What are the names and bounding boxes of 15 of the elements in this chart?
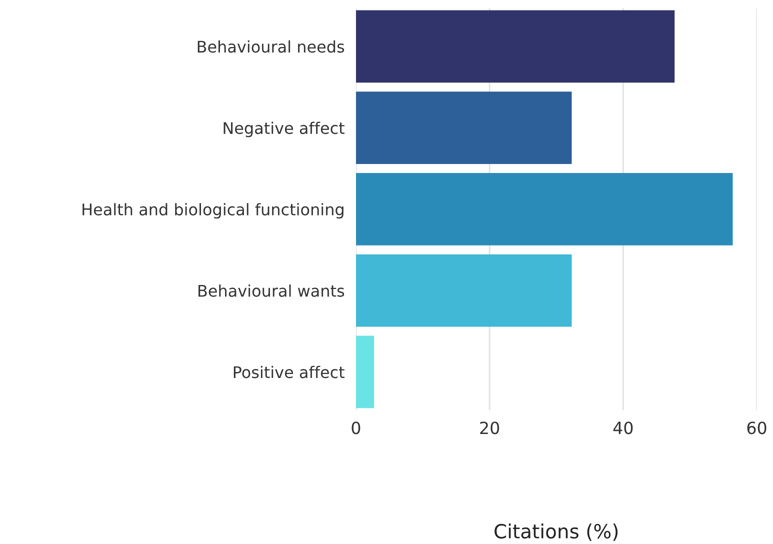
y-tick-label: Health and biological functioning bbox=[82, 203, 344, 219]
bar bbox=[356, 172, 733, 246]
bar bbox=[356, 254, 572, 327]
x-tick-label: 40 bbox=[613, 422, 633, 434]
y-tick-label: Positive affect bbox=[234, 366, 344, 378]
y-tick-label: Behavioural wants bbox=[198, 284, 344, 297]
y-tick-label: Behavioural needs bbox=[198, 40, 344, 53]
x-tick-label: 20 bbox=[480, 422, 500, 434]
x-tick-label: 0 bbox=[352, 422, 360, 434]
bar bbox=[356, 336, 374, 408]
bar bbox=[356, 92, 572, 164]
bar bbox=[356, 10, 675, 83]
x-tick-label: 60 bbox=[747, 422, 766, 434]
y-tick-label: Negative affect bbox=[224, 122, 344, 138]
x-axis-title: Citations (%) bbox=[494, 524, 618, 541]
